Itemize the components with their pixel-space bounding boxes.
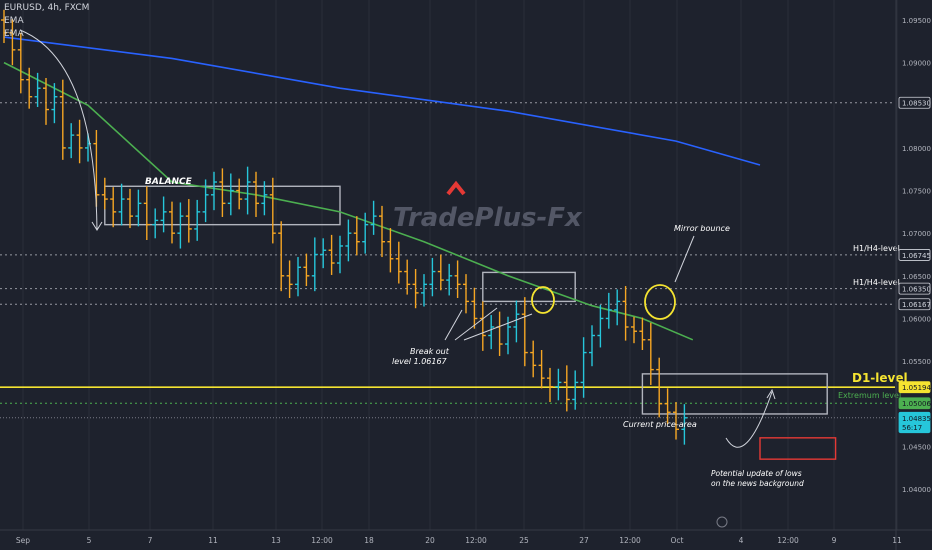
arrow-mirror-bounce (674, 235, 695, 283)
h1h4-level-label-upper: H1/H4-level (853, 244, 900, 253)
price-tag (898, 298, 931, 311)
price-tick-label: 1.07000 (902, 230, 931, 238)
d1-level-label: D1-level (852, 371, 908, 385)
price-tick-label: 1.09500 (902, 17, 931, 25)
break-out-label-2: level 1.06167 (392, 357, 448, 366)
price-tick-label: 1.06000 (902, 315, 931, 323)
arrowhead-icon (91, 221, 103, 231)
arrow-potential-path (725, 391, 773, 448)
price-tag-label: 1.06167 (902, 301, 931, 309)
time-tick-label: 12:00 (311, 536, 333, 545)
price-tag-label: 1.05194 (902, 384, 931, 392)
breakout-circle (531, 286, 555, 314)
time-tick-label: 18 (364, 536, 374, 545)
arrow-curve-balance (19, 29, 98, 231)
target-zone (759, 437, 837, 460)
time-tick-label: 9 (832, 536, 837, 545)
arrow-breakout-1 (444, 309, 463, 341)
time-tick-label: Oct (671, 536, 684, 545)
price-tag-label: 1.06350 (902, 286, 931, 294)
potential-update-label-1: Potential update of lows (711, 469, 802, 478)
price-tag (898, 249, 931, 261)
indicator-label-ema-2: EMA (4, 29, 24, 39)
ema-fast-line (3, 61, 694, 341)
time-tick-label: 12:00 (465, 536, 487, 545)
red-chevron-icon (446, 180, 466, 196)
time-tick-label: 7 (148, 536, 153, 545)
price-tag-label: 1.08530 (902, 100, 931, 108)
balance-label: BALANCE (145, 177, 193, 187)
current-price-area-zone (641, 373, 828, 415)
price-tick-label: 1.07500 (902, 188, 931, 196)
price-tag (898, 381, 931, 394)
price-tag (898, 421, 931, 434)
breakout-range-zone (482, 271, 576, 303)
potential-update-label-2: on the news background (711, 479, 804, 488)
symbol-line: EURUSD, 4h, FXCM (4, 3, 90, 13)
price-tag-label: 1.04835 (902, 415, 931, 423)
price-tick-label: 1.05500 (902, 358, 931, 366)
price-tag-label: 56:17 (902, 424, 922, 432)
price-tag-label: 1.05006 (902, 400, 931, 408)
event-lightning-icon (716, 516, 728, 528)
time-tick-label: 11 (208, 536, 218, 545)
mirror-bounce-circle (644, 284, 676, 320)
arrowhead-potential-icon (766, 388, 776, 400)
price-tick-label: 1.08000 (902, 145, 931, 153)
price-tick-label: 1.04500 (902, 443, 931, 451)
ema-slow-line (3, 36, 761, 166)
time-tick-label: Sep (16, 536, 30, 545)
price-tick-label: 1.06500 (902, 273, 931, 281)
arrow-breakout-3 (463, 313, 533, 341)
arrow-breakout-2 (454, 307, 498, 341)
time-tick-label: 12:00 (777, 536, 799, 545)
price-tag (898, 397, 931, 410)
break-out-label-1: Break out (410, 347, 450, 356)
price-tag-label: 1.06745 (902, 252, 931, 260)
h1h4-level-label-lower: H1/H4-level (853, 278, 900, 287)
time-tick-label: 13 (271, 536, 281, 545)
time-tick-label: 20 (425, 536, 435, 545)
extremum-level-label: Extremum level (838, 391, 901, 400)
time-tick-label: 5 (87, 536, 92, 545)
time-tick-label: 11 (892, 536, 902, 545)
price-tag (898, 282, 931, 295)
price-tick-label: 1.04000 (902, 486, 931, 494)
mirror-bounce-label: Mirror bounce (674, 224, 730, 233)
time-tick-label: 12:00 (619, 536, 641, 545)
time-tick-label: 25 (519, 536, 529, 545)
current-price-area-label: Current price-area (623, 420, 697, 429)
time-tick-label: 4 (739, 536, 744, 545)
indicator-label-ema-1: EMA (4, 16, 24, 26)
price-tick-label: 1.09000 (902, 60, 931, 68)
price-tag (898, 96, 931, 109)
watermark-text: TradePlus-Fx (393, 203, 583, 233)
time-tick-label: 27 (579, 536, 589, 545)
